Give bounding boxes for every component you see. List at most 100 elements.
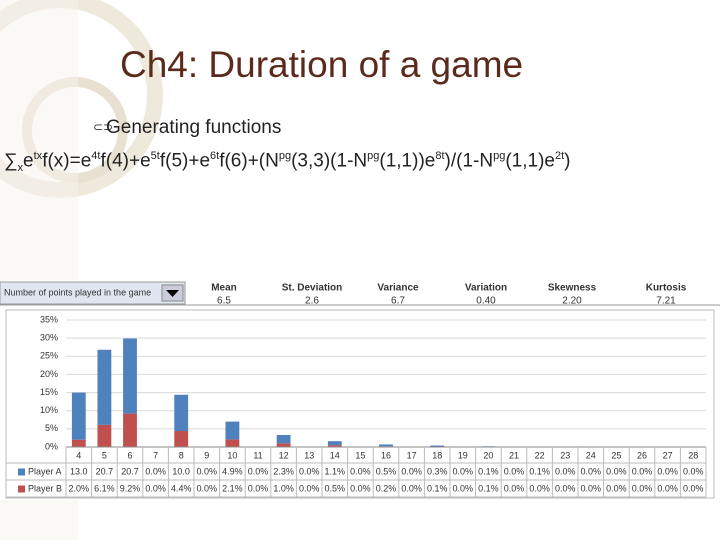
stat-header: Variation bbox=[465, 283, 507, 294]
stat-value: 6.5 bbox=[217, 296, 231, 307]
data-label: 0.0% bbox=[299, 483, 320, 493]
data-label: 20.7 bbox=[96, 466, 114, 476]
legend-label: Player B bbox=[28, 483, 62, 493]
x-tick-label: 10 bbox=[227, 450, 237, 460]
data-label: 1.1% bbox=[325, 466, 346, 476]
formula-part: 8t bbox=[435, 150, 445, 162]
bar bbox=[327, 445, 342, 447]
data-label: 0.5% bbox=[376, 466, 397, 476]
formula-part: pg bbox=[493, 150, 506, 162]
data-label: 0.0% bbox=[401, 466, 422, 476]
formula-part: ∑ bbox=[4, 150, 18, 172]
formula-part: x bbox=[17, 162, 24, 175]
bar bbox=[97, 424, 112, 447]
x-tick-label: 9 bbox=[204, 450, 209, 460]
data-label: 13.0 bbox=[70, 466, 88, 476]
data-label: 0.0% bbox=[581, 483, 602, 493]
stat-header: Kurtosis bbox=[646, 283, 687, 294]
y-tick-label: 15% bbox=[40, 387, 58, 397]
data-label: 0.0% bbox=[453, 466, 474, 476]
x-tick-label: 26 bbox=[637, 450, 647, 460]
x-tick-label: 18 bbox=[432, 450, 442, 460]
legend-swatch bbox=[18, 468, 25, 476]
legend-swatch bbox=[18, 485, 25, 493]
x-tick-label: 23 bbox=[560, 450, 570, 460]
data-label: 0.2% bbox=[376, 483, 397, 493]
x-tick-label: 13 bbox=[304, 450, 314, 460]
stat-value: 2.6 bbox=[305, 296, 319, 307]
y-tick-label: 35% bbox=[40, 314, 58, 324]
bar bbox=[327, 441, 342, 446]
formula-part: 2t bbox=[554, 150, 565, 162]
x-tick-label: 24 bbox=[586, 450, 596, 460]
plot-border bbox=[5, 309, 715, 499]
formula-part: )/(1-N bbox=[444, 150, 494, 172]
x-tick-label: 27 bbox=[663, 450, 673, 460]
data-label: 0.0% bbox=[248, 466, 269, 476]
slide-title: Ch4: Duration of a game bbox=[120, 44, 524, 85]
y-tick-label: 10% bbox=[40, 405, 58, 415]
data-label: 0.5% bbox=[325, 483, 346, 493]
data-label: 0.0% bbox=[145, 483, 166, 493]
dropdown-label: Number of points played in the game bbox=[4, 287, 151, 297]
bullet-text: Generating functions bbox=[106, 117, 282, 138]
y-tick-label: 5% bbox=[45, 423, 58, 433]
data-label: 0.0% bbox=[350, 483, 371, 493]
formula-part: e bbox=[23, 150, 34, 172]
data-label: 0.0% bbox=[683, 466, 704, 476]
y-tick-label: 25% bbox=[40, 351, 58, 361]
formula-part: f(6)+(N bbox=[219, 150, 279, 172]
formula-part: 6t bbox=[210, 150, 220, 162]
formula-part: f(5)+e bbox=[159, 150, 211, 172]
data-label: 0.3% bbox=[427, 466, 448, 476]
y-tick-label: 20% bbox=[40, 369, 58, 379]
bar bbox=[225, 421, 240, 440]
data-label: 6.1% bbox=[94, 483, 115, 493]
data-label: 1.0% bbox=[273, 483, 294, 493]
stat-header: Skewness bbox=[548, 283, 597, 294]
y-tick-label: 0% bbox=[45, 441, 58, 451]
formula-part: (1,1)e bbox=[505, 150, 555, 172]
formula-part: pg bbox=[278, 150, 292, 162]
bar bbox=[123, 338, 137, 414]
x-tick-label: 8 bbox=[179, 450, 184, 460]
formula-part: pg bbox=[367, 150, 380, 162]
x-tick-label: 7 bbox=[153, 450, 158, 460]
data-label: 0.0% bbox=[350, 466, 371, 476]
data-label: 0.0% bbox=[657, 483, 678, 493]
stat-header: Mean bbox=[211, 283, 237, 294]
x-tick-label: 19 bbox=[458, 450, 468, 460]
data-label: 0.0% bbox=[632, 466, 653, 476]
stat-value: 7.21 bbox=[656, 296, 676, 307]
data-label: 0.0% bbox=[145, 466, 166, 476]
data-label: 0.0% bbox=[504, 483, 525, 493]
data-label: 0.0% bbox=[606, 483, 627, 493]
bar bbox=[71, 392, 86, 440]
dropdown-arrow bbox=[166, 290, 179, 297]
stat-value: 2.20 bbox=[562, 296, 582, 307]
bar bbox=[174, 394, 189, 432]
formula-part: f(x)=e bbox=[42, 150, 92, 172]
bar bbox=[123, 413, 137, 447]
x-tick-label: 4 bbox=[76, 450, 81, 460]
bar bbox=[276, 443, 291, 447]
data-label: 0.0% bbox=[657, 466, 678, 476]
formula-part: ) bbox=[564, 150, 571, 172]
stat-header: Variance bbox=[377, 283, 419, 294]
data-label: 4.9% bbox=[222, 466, 243, 476]
bar bbox=[276, 435, 291, 444]
data-label: 2.0% bbox=[69, 483, 90, 493]
stat-value: 0.40 bbox=[476, 296, 496, 307]
data-label: 2.1% bbox=[222, 483, 243, 493]
data-label: 0.0% bbox=[581, 466, 602, 476]
bar bbox=[379, 444, 393, 447]
stat-header: St. Deviation bbox=[282, 283, 343, 294]
data-label: 0.0% bbox=[197, 483, 218, 493]
formula-part: (1,1))e bbox=[379, 150, 436, 172]
x-tick-label: 20 bbox=[483, 450, 493, 460]
data-label: 0.0% bbox=[606, 466, 627, 476]
dropdown[interactable] bbox=[0, 281, 186, 305]
data-label: 0.0% bbox=[683, 483, 704, 493]
data-label: 10.0 bbox=[172, 466, 190, 476]
legend-label: Player A bbox=[28, 466, 62, 476]
